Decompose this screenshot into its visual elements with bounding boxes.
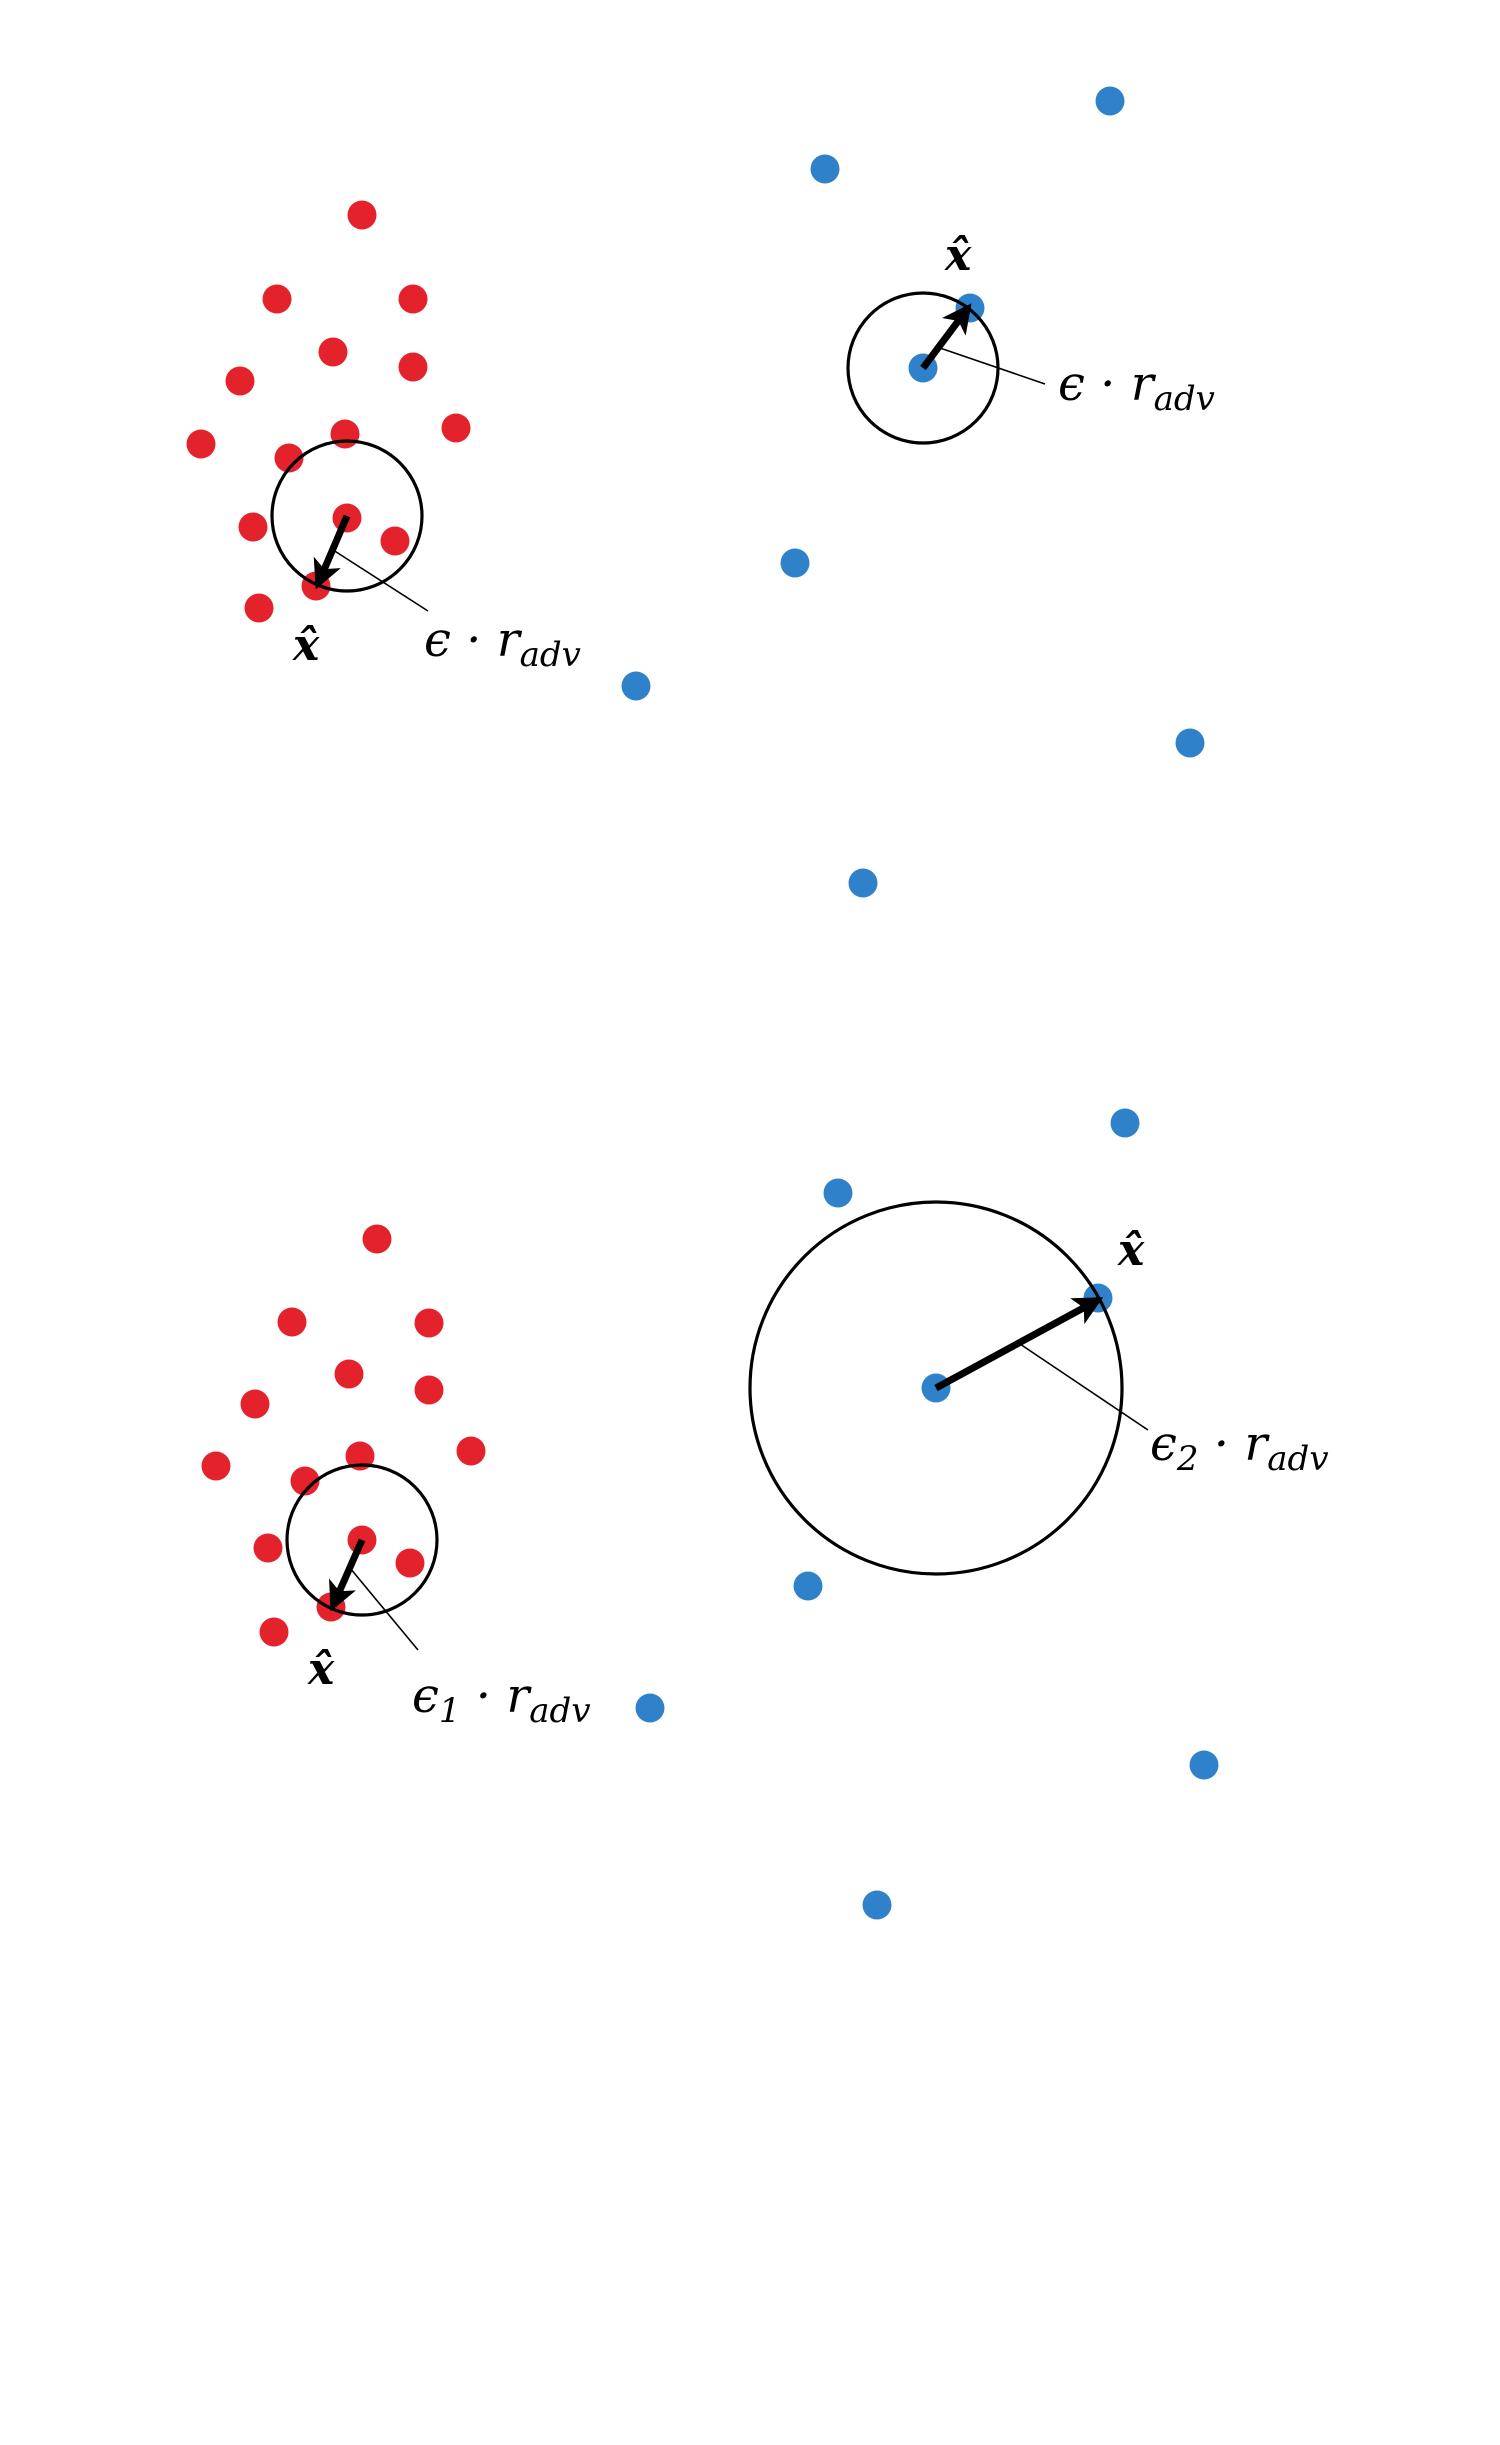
bottom-panel: 𝒙̂ ϵ1 · radv 𝒙̂ ϵ2 · radv bbox=[201, 1108, 1329, 1920]
class-b-point bbox=[810, 154, 840, 184]
bottom-left-adversarial-label: 𝒙̂ bbox=[307, 1644, 335, 1695]
class-a-point bbox=[398, 284, 428, 314]
bottom-right-perturbation-ball bbox=[748, 1200, 1124, 1576]
class-b-point bbox=[793, 1571, 823, 1601]
bottom-left-leader-line bbox=[349, 1567, 419, 1651]
class-a-point bbox=[345, 1441, 375, 1471]
class-a-point bbox=[441, 413, 471, 443]
class-a-point bbox=[186, 429, 216, 459]
top-right-leader-line bbox=[939, 347, 1046, 385]
top-left-adversarial-label: 𝒙̂ bbox=[292, 620, 320, 671]
class-a-point bbox=[225, 366, 255, 396]
bottom-class-b-cluster bbox=[635, 1108, 1219, 1920]
bottom-right-adversarial-label: 𝒙̂ bbox=[1117, 1225, 1145, 1276]
class-a-point bbox=[244, 593, 274, 623]
bottom-right-adversarial-arrow bbox=[934, 1296, 1104, 1392]
class-a-point bbox=[262, 284, 292, 314]
class-a-point bbox=[201, 1451, 231, 1481]
class-a-point bbox=[290, 1466, 320, 1496]
class-a-point bbox=[330, 419, 360, 449]
top-class-b-cluster bbox=[621, 86, 1205, 898]
class-a-point bbox=[334, 1359, 364, 1389]
top-left-leader-line bbox=[329, 547, 429, 612]
class-a-point bbox=[240, 1389, 270, 1419]
class-a-point bbox=[277, 1307, 307, 1337]
bottom-left-perturbation-ball bbox=[285, 1463, 439, 1617]
top-right-epsilon-label: ϵ · radv bbox=[1058, 356, 1215, 419]
class-b-point bbox=[635, 1693, 665, 1723]
bottom-class-a-cluster bbox=[201, 1224, 486, 1647]
class-b-point bbox=[823, 1178, 853, 1208]
class-b-point bbox=[1095, 86, 1125, 116]
class-b-point bbox=[780, 548, 810, 578]
class-a-point bbox=[362, 1224, 392, 1254]
class-a-point bbox=[414, 1375, 444, 1405]
class-a-point bbox=[395, 1548, 425, 1578]
class-b-point bbox=[862, 1890, 892, 1920]
class-a-point bbox=[347, 200, 377, 230]
class-b-point bbox=[1110, 1108, 1140, 1138]
bottom-left-adversarial-arrow bbox=[329, 1538, 366, 1612]
class-a-point bbox=[259, 1617, 289, 1647]
top-class-a-cluster bbox=[186, 200, 471, 623]
top-left-epsilon-label: ϵ · radv bbox=[424, 612, 581, 675]
bottom-right-leader-line bbox=[1019, 1343, 1149, 1431]
class-a-point bbox=[238, 512, 268, 542]
class-a-point bbox=[318, 337, 348, 367]
class-b-point bbox=[1189, 1750, 1219, 1780]
class-b-point bbox=[621, 671, 651, 701]
class-a-point bbox=[398, 352, 428, 382]
top-right-adversarial-label: 𝒙̂ bbox=[944, 230, 972, 281]
class-a-point bbox=[414, 1308, 444, 1338]
class-b-point bbox=[1175, 728, 1205, 758]
top-left-perturbation-ball bbox=[270, 439, 424, 593]
class-a-point bbox=[380, 526, 410, 556]
bottom-right-epsilon-label: ϵ2 · radv bbox=[1150, 1416, 1329, 1479]
top-right-adversarial-arrow bbox=[920, 303, 972, 371]
class-a-point bbox=[253, 1533, 283, 1563]
class-a-point bbox=[274, 443, 304, 473]
class-a-point bbox=[456, 1436, 486, 1466]
top-panel: 𝒙̂ ϵ · radv 𝒙̂ ϵ · radv bbox=[186, 86, 1215, 898]
class-b-point bbox=[848, 868, 878, 898]
bottom-left-epsilon-label: ϵ1 · radv bbox=[412, 1668, 591, 1731]
